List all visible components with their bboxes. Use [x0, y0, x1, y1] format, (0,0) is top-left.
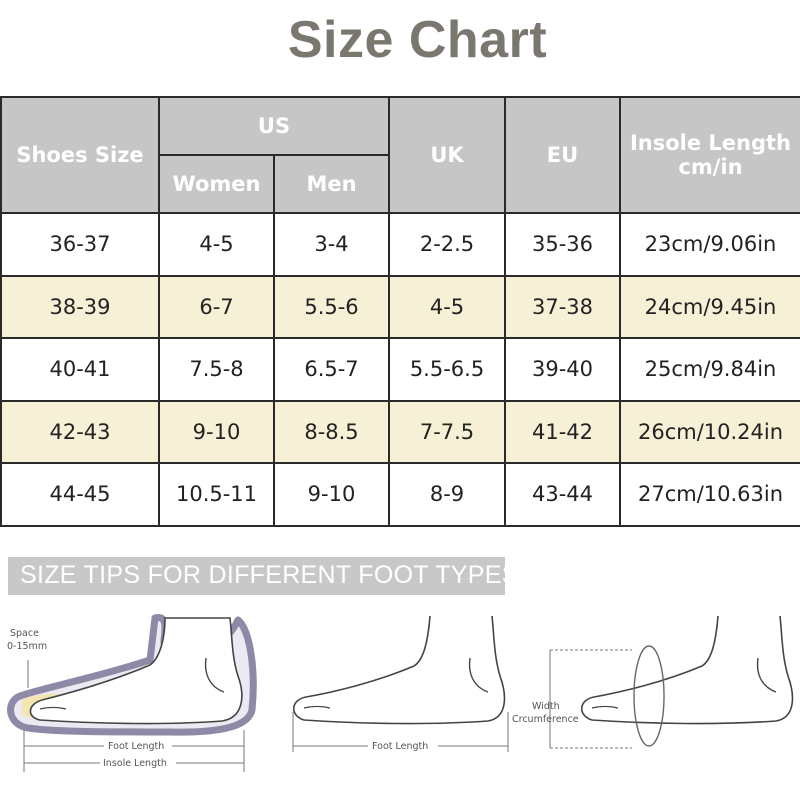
cell-eu: 41-42 — [504, 399, 621, 464]
cell-uk: 7-7.5 — [388, 399, 506, 464]
header-insole-length: Insole Length cm/in — [619, 96, 800, 214]
cell-shoes-size: 44-45 — [0, 462, 160, 527]
table-row: 38-39 6-7 5.5-6 4-5 37-38 24cm/9.45in — [0, 274, 800, 339]
cell-shoes-size: 38-39 — [0, 274, 160, 339]
foot-length-label-2: Foot Length — [372, 741, 428, 752]
cell-us-men: 8-8.5 — [273, 399, 390, 464]
width-label: Width — [532, 701, 560, 712]
cell-us-women: 9-10 — [158, 399, 275, 464]
cell-us-men: 6.5-7 — [273, 337, 390, 402]
cell-eu: 35-36 — [504, 212, 621, 277]
cell-uk: 4-5 — [388, 274, 506, 339]
cell-us-men: 3-4 — [273, 212, 390, 277]
cell-uk: 8-9 — [388, 462, 506, 527]
cell-insole-length: 24cm/9.45in — [619, 274, 800, 339]
header-shoes-size: Shoes Size — [0, 96, 160, 214]
header-uk: UK — [388, 96, 506, 214]
header-insole-line1: Insole Length — [629, 131, 792, 155]
header-women: Women — [158, 154, 275, 214]
header-eu: EU — [504, 96, 621, 214]
cell-shoes-size: 40-41 — [0, 337, 160, 402]
cell-eu: 37-38 — [504, 274, 621, 339]
cell-us-women: 6-7 — [158, 274, 275, 339]
cell-uk: 5.5-6.5 — [388, 337, 506, 402]
cell-insole-length: 27cm/10.63in — [619, 462, 800, 527]
foot-outline — [29, 617, 243, 725]
cell-shoes-size: 42-43 — [0, 399, 160, 464]
size-tips-title: SIZE TIPS FOR DIFFERENT FOOT TYPES — [20, 561, 519, 589]
cell-eu: 39-40 — [504, 337, 621, 402]
foot-length-label: Foot Length — [108, 741, 164, 752]
size-table: Shoes Size US UK EU Insole Length cm/in … — [0, 96, 800, 527]
foot-on-insole-illustration — [7, 614, 257, 772]
foot-length-illustration — [292, 615, 509, 752]
cell-us-women: 4-5 — [158, 212, 275, 277]
cell-us-men: 9-10 — [273, 462, 390, 527]
cell-eu: 43-44 — [504, 462, 621, 527]
cell-us-women: 7.5-8 — [158, 337, 275, 402]
cell-insole-length: 25cm/9.84in — [619, 337, 800, 402]
cell-us-men: 5.5-6 — [273, 274, 390, 339]
cell-insole-length: 23cm/9.06in — [619, 212, 800, 277]
cell-shoes-size: 36-37 — [0, 212, 160, 277]
header-insole-line2: cm/in — [678, 155, 743, 179]
insole-length-label: Insole Length — [103, 758, 167, 769]
cell-insole-length: 26cm/10.24in — [619, 399, 800, 464]
cell-us-women: 10.5-11 — [158, 462, 275, 527]
circumference-ellipse — [633, 645, 665, 747]
space-value: 0-15mm — [7, 641, 47, 652]
size-tips-banner: SIZE TIPS FOR DIFFERENT FOOT TYPES — [8, 557, 518, 595]
header-us: US — [158, 96, 390, 156]
cell-uk: 2-2.5 — [388, 212, 506, 277]
space-label: Space — [10, 628, 39, 639]
foot-width-illustration — [549, 615, 794, 749]
foot-outline — [292, 615, 506, 725]
table-row: 40-41 7.5-8 6.5-7 5.5-6.5 39-40 25cm/9.8… — [0, 337, 800, 402]
table-row: 42-43 9-10 8-8.5 7-7.5 41-42 26cm/10.24i… — [0, 399, 800, 464]
header-men: Men — [273, 154, 390, 214]
foot-illustrations: Space 0-15mm Foot Length Insole Length F… — [7, 614, 794, 772]
table-row: 44-45 10.5-11 9-10 8-9 43-44 27cm/10.63i… — [0, 462, 800, 527]
circumference-label: Crcumference — [512, 714, 579, 725]
table-row: 36-37 4-5 3-4 2-2.5 35-36 23cm/9.06in — [0, 212, 800, 277]
page-title: Size Chart — [287, 11, 548, 69]
